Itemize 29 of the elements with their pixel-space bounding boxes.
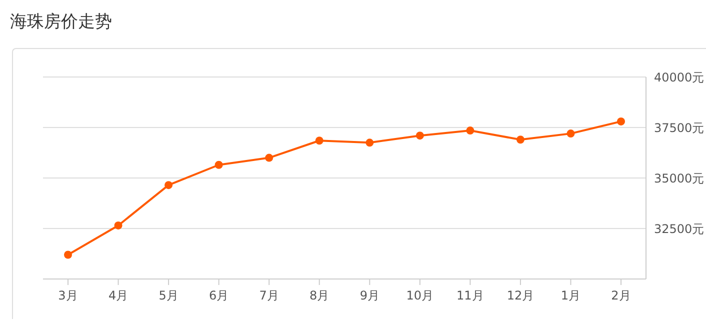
x-tick-label: 2月	[611, 288, 631, 303]
point	[366, 138, 374, 147]
point	[214, 160, 223, 169]
point	[315, 136, 324, 145]
chart-title: 海珠房价走势	[9, 11, 113, 34]
x-tick-label: 3月	[58, 288, 78, 303]
x-tick-label: 11月	[456, 288, 484, 303]
y-tick-label: 40000元	[654, 70, 704, 84]
x-tick-label: 8月	[310, 288, 330, 303]
x-tick-label: 1月	[560, 288, 581, 303]
x-tick-label: 6月	[209, 288, 229, 303]
x-tick-label: 5月	[158, 288, 178, 303]
point	[164, 181, 173, 190]
point	[516, 136, 524, 144]
y-tick-label: 35000元	[654, 171, 704, 186]
x-tick-label: 9月	[360, 288, 380, 303]
point	[466, 126, 474, 135]
y-tick-label: 37500元	[654, 120, 704, 135]
y-tick-label: 32500元	[654, 222, 704, 236]
point	[64, 250, 72, 259]
point	[617, 117, 625, 126]
x-tick-label: 12月	[506, 288, 534, 303]
point	[416, 132, 424, 140]
x-tick-label: 10月	[406, 288, 434, 303]
point	[114, 221, 122, 230]
point	[265, 154, 274, 162]
x-tick-label: 7月	[259, 288, 279, 303]
point	[566, 130, 575, 138]
x-tick-label: 4月	[108, 288, 128, 303]
